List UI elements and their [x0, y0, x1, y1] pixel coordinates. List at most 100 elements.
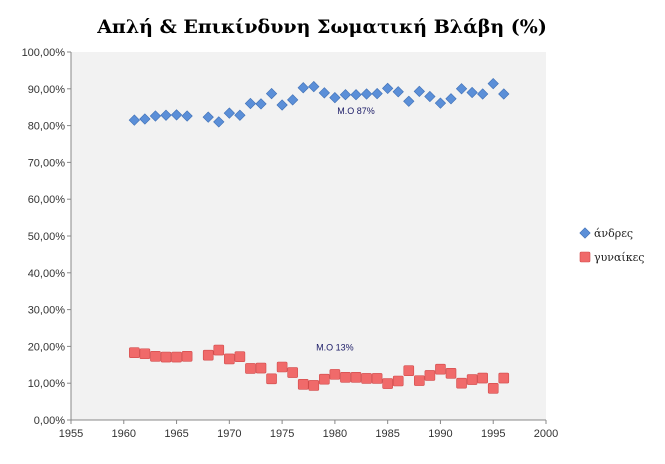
- data-point-women: [382, 378, 393, 389]
- x-tick-label: 1980: [323, 428, 347, 440]
- y-axis: 0,00% 10,00% 20,00% 30,00% 40,00% 50,00% 60,00…: [22, 47, 72, 427]
- data-point-women: [350, 372, 362, 383]
- data-point-women: [308, 380, 320, 391]
- data-point-women: [129, 347, 140, 358]
- data-point-men: [149, 110, 162, 122]
- data-point-men: [265, 87, 278, 100]
- data-point-men: [487, 78, 499, 90]
- data-point-women: [329, 369, 341, 380]
- y-tick-label: 90,00%: [28, 84, 66, 96]
- x-tick-label: 1965: [164, 428, 188, 440]
- data-point-women: [371, 373, 383, 384]
- y-tick-label: 100,00%: [22, 47, 66, 59]
- data-point-men: [371, 87, 383, 100]
- series-men: [128, 78, 510, 128]
- data-point-women: [403, 365, 415, 376]
- data-point-women: [224, 353, 235, 365]
- y-tick-label: 20,00%: [28, 341, 66, 353]
- x-tick-label: 1995: [481, 428, 505, 440]
- series-women: [129, 344, 510, 394]
- data-point-men: [255, 98, 267, 110]
- data-point-women: [171, 351, 182, 363]
- y-tick-label: 40,00%: [28, 268, 66, 280]
- annotations: Μ.Ο 87% Μ.Ο 13%: [316, 106, 375, 353]
- data-point-men: [297, 82, 309, 94]
- data-point-women: [340, 372, 351, 383]
- x-tick-label: 2000: [534, 428, 558, 440]
- data-point-men: [276, 99, 288, 111]
- data-point-men: [382, 82, 394, 95]
- data-point-women: [266, 373, 277, 385]
- x-tick-label: 1960: [112, 428, 136, 440]
- data-point-women: [160, 351, 172, 363]
- data-point-women: [213, 344, 225, 356]
- data-point-men: [244, 97, 257, 110]
- data-point-men: [160, 109, 172, 121]
- x-tick-label: 1955: [59, 428, 83, 440]
- data-point-men: [455, 83, 468, 95]
- plot-area: [71, 52, 546, 420]
- data-point-men: [139, 113, 151, 125]
- y-tick-label: 50,00%: [28, 231, 66, 243]
- data-point-women: [392, 375, 404, 387]
- data-point-women: [445, 367, 457, 379]
- data-point-men: [339, 89, 352, 101]
- y-tick-label: 70,00%: [28, 157, 66, 169]
- data-point-women: [245, 363, 256, 374]
- data-point-men: [350, 89, 362, 101]
- y-tick-label: 60,00%: [28, 194, 66, 206]
- data-point-women: [202, 349, 214, 361]
- data-point-women: [276, 361, 288, 373]
- data-point-men: [128, 114, 140, 126]
- data-point-men: [403, 95, 415, 107]
- data-point-men: [329, 92, 341, 104]
- data-point-women: [456, 377, 467, 389]
- data-point-men: [234, 109, 246, 121]
- legend: άνδρες γυναίκες: [579, 227, 644, 264]
- data-point-men: [202, 111, 214, 123]
- data-point-men: [170, 109, 183, 121]
- y-tick-label: 30,00%: [28, 305, 66, 317]
- data-point-men: [424, 90, 436, 103]
- data-point-women: [361, 373, 372, 384]
- data-point-men: [181, 110, 193, 122]
- x-tick-label: 1985: [375, 428, 399, 440]
- data-point-women: [234, 351, 246, 363]
- data-point-men: [223, 107, 235, 119]
- y-tick-label: 10,00%: [28, 378, 66, 390]
- legend-label-women: γυναίκες: [594, 251, 644, 264]
- data-point-men: [213, 116, 225, 128]
- data-point-women: [287, 367, 298, 378]
- data-point-men: [308, 80, 320, 93]
- x-tick-label: 1975: [270, 428, 294, 440]
- data-point-women: [139, 348, 151, 360]
- y-tick-label: 0,00%: [34, 415, 65, 427]
- data-point-women: [255, 362, 267, 374]
- data-point-men: [318, 87, 330, 99]
- data-point-women: [414, 375, 425, 386]
- data-point-women: [487, 383, 499, 394]
- legend-marker-men: [579, 227, 591, 239]
- mean-annotation: Μ.Ο 87%: [337, 106, 375, 116]
- data-point-men: [287, 94, 299, 106]
- data-point-men: [498, 88, 510, 100]
- data-point-women: [424, 370, 436, 381]
- data-point-women: [181, 351, 193, 362]
- chart-title: Απλή & Επικίνδυνη Σωματική Βλάβη (%): [96, 16, 547, 38]
- data-point-women: [150, 351, 161, 362]
- data-point-men: [445, 93, 457, 105]
- legend-marker-women: [579, 251, 591, 263]
- data-point-women: [319, 373, 330, 385]
- data-point-women: [477, 372, 488, 384]
- data-point-men: [413, 85, 425, 98]
- data-point-men: [477, 88, 489, 100]
- x-tick-label: 1990: [428, 428, 452, 440]
- data-point-women: [498, 372, 510, 384]
- x-axis: 1955 1960 1965 1970 1975 1980 1985 1990 1995 2000: [59, 419, 558, 440]
- data-point-women: [435, 363, 446, 375]
- x-tick-label: 1970: [217, 428, 241, 440]
- data-point-women: [466, 374, 478, 385]
- data-point-men: [466, 86, 478, 99]
- data-point-men: [434, 97, 447, 109]
